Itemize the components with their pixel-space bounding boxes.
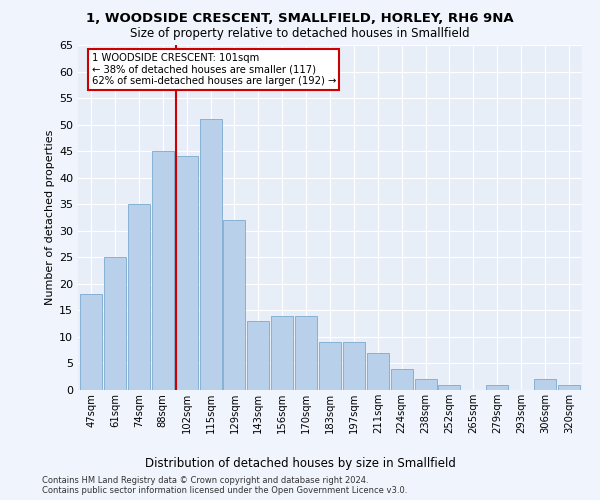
- Text: 1 WOODSIDE CRESCENT: 101sqm
← 38% of detached houses are smaller (117)
62% of se: 1 WOODSIDE CRESCENT: 101sqm ← 38% of det…: [92, 53, 336, 86]
- Bar: [534, 380, 556, 390]
- Bar: [200, 120, 221, 390]
- Y-axis label: Number of detached properties: Number of detached properties: [45, 130, 55, 305]
- Bar: [152, 151, 174, 390]
- Bar: [319, 342, 341, 390]
- Bar: [223, 220, 245, 390]
- Bar: [486, 384, 508, 390]
- Bar: [367, 353, 389, 390]
- Bar: [271, 316, 293, 390]
- Bar: [176, 156, 197, 390]
- Bar: [415, 380, 437, 390]
- Bar: [295, 316, 317, 390]
- Text: Size of property relative to detached houses in Smallfield: Size of property relative to detached ho…: [130, 28, 470, 40]
- Bar: [343, 342, 365, 390]
- Bar: [128, 204, 150, 390]
- Bar: [558, 384, 580, 390]
- Text: 1, WOODSIDE CRESCENT, SMALLFIELD, HORLEY, RH6 9NA: 1, WOODSIDE CRESCENT, SMALLFIELD, HORLEY…: [86, 12, 514, 26]
- Bar: [439, 384, 460, 390]
- Bar: [80, 294, 102, 390]
- Bar: [391, 369, 413, 390]
- Bar: [247, 321, 269, 390]
- Text: Contains HM Land Registry data © Crown copyright and database right 2024.: Contains HM Land Registry data © Crown c…: [42, 476, 368, 485]
- Text: Distribution of detached houses by size in Smallfield: Distribution of detached houses by size …: [145, 458, 455, 470]
- Text: Contains public sector information licensed under the Open Government Licence v3: Contains public sector information licen…: [42, 486, 407, 495]
- Bar: [104, 258, 126, 390]
